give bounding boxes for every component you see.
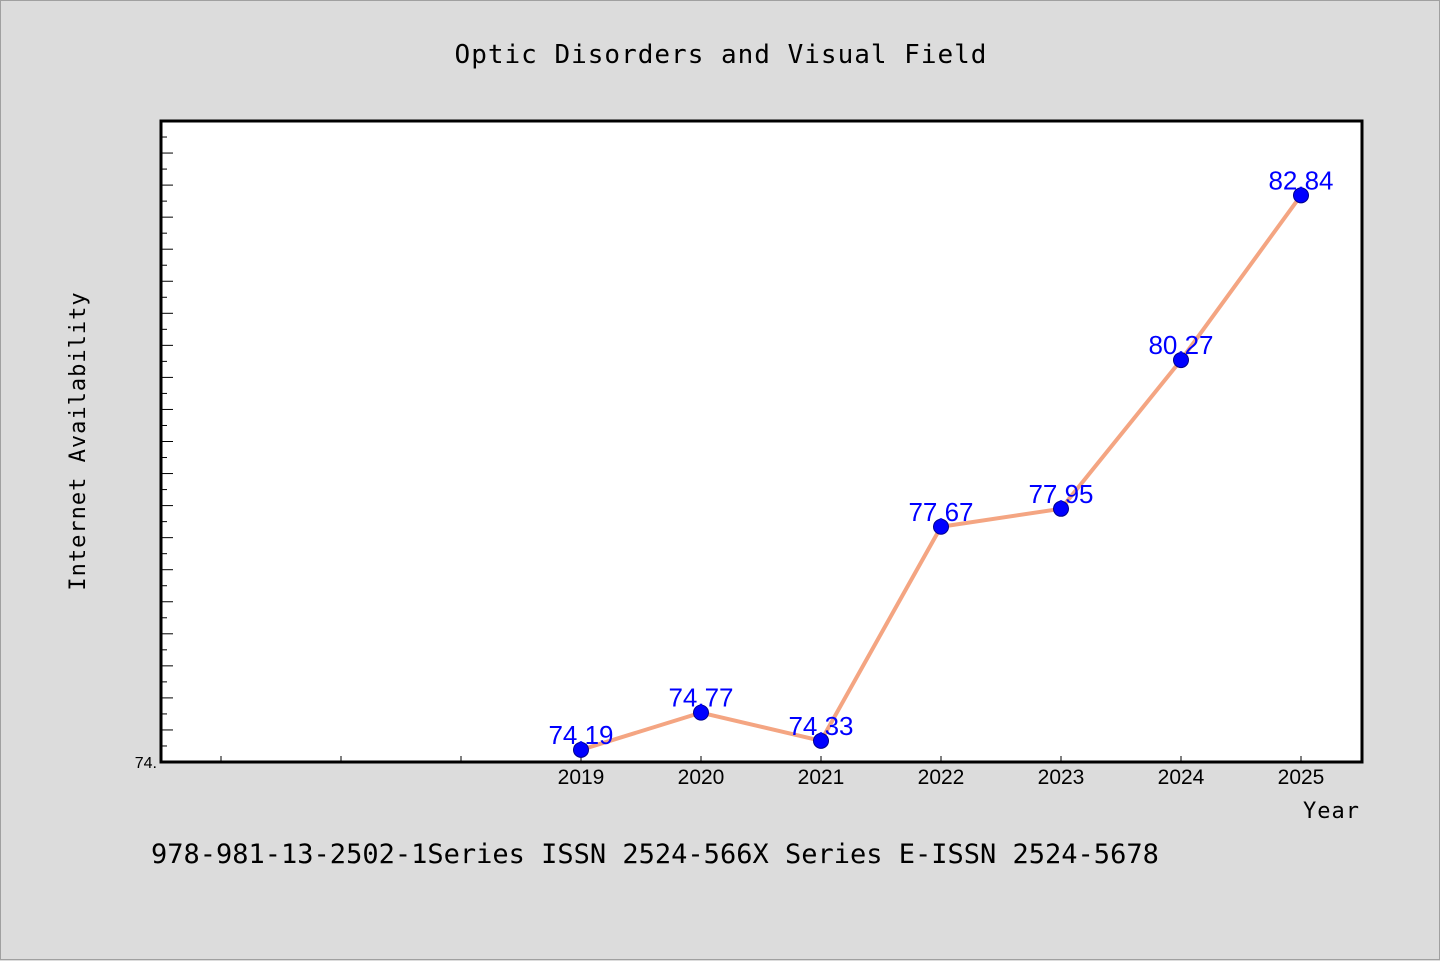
data-point <box>1293 187 1309 204</box>
footer-text: 978-981-13-2502-1Series ISSN 2524-566X S… <box>151 839 1159 870</box>
series-markers <box>573 187 1309 758</box>
plot-area <box>159 119 1364 764</box>
x-tick-label: 2022 <box>918 766 965 789</box>
data-point <box>573 741 589 758</box>
data-label: 80.27 <box>1148 330 1213 360</box>
data-label: 77.67 <box>908 497 973 527</box>
x-tick-label: 2019 <box>558 766 605 789</box>
x-tick-label: 2024 <box>1158 766 1205 789</box>
x-tick-label: 2025 <box>1278 766 1325 789</box>
data-point <box>693 704 709 721</box>
data-point <box>1053 500 1069 517</box>
data-point <box>933 518 949 535</box>
x-tick-label: 2020 <box>678 766 725 789</box>
x-tick-label: 2021 <box>798 766 845 789</box>
data-point <box>1173 352 1189 369</box>
x-axis-tick-labels: 2019 2020 2021 2022 2023 2024 2025 <box>558 766 1325 789</box>
y-axis-ticks <box>161 120 173 763</box>
data-label: 74.19 <box>548 720 613 750</box>
data-label: 77.95 <box>1028 479 1093 509</box>
y-axis-label: Internet Availability <box>66 291 91 590</box>
x-axis-label: Year <box>1303 799 1360 824</box>
data-label: 74.77 <box>668 683 733 713</box>
data-label: 82.84 <box>1268 165 1333 195</box>
data-label: 74.33 <box>788 711 853 741</box>
x-tick-label: 2023 <box>1038 766 1085 789</box>
y-tick-label: 74. <box>135 755 157 772</box>
chart-title: Optic Disorders and Visual Field <box>455 40 988 70</box>
data-point <box>813 732 829 749</box>
data-labels: 74.19 74.77 74.33 77.67 77.95 80.27 82.84 <box>548 165 1333 749</box>
